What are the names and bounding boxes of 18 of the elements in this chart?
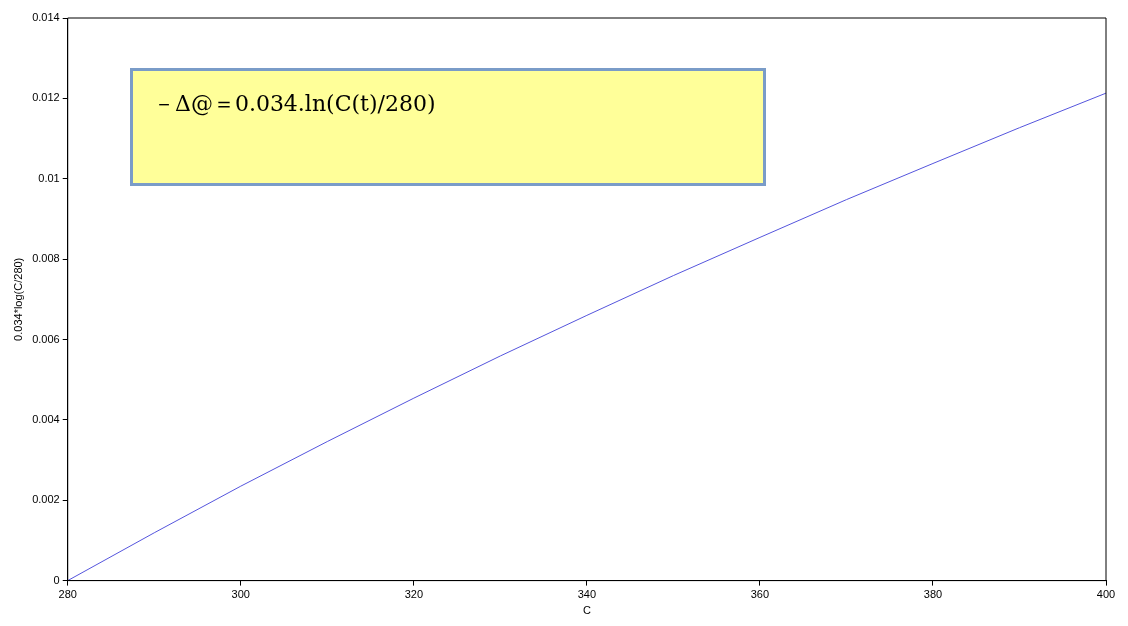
x-tick-label: 400 (1096, 588, 1116, 601)
y-tick-label: 0 (53, 573, 60, 586)
note-box: －Δ@＝0.034.ln(C(t)/280) (130, 68, 766, 186)
x-axis-title: C (582, 604, 591, 617)
y-tick-label: 0.008 (32, 252, 60, 265)
x-tick-label: 280 (58, 588, 77, 601)
y-axis-title: 0.034*log(C/280) (11, 257, 24, 341)
x-tick-label: 380 (923, 588, 943, 601)
x-tick-label: 340 (577, 588, 597, 601)
y-tick-label: 0.012 (32, 91, 60, 104)
y-tick-label: 0.014 (32, 11, 60, 24)
x-tick-label: 360 (750, 588, 770, 601)
y-tick-label: 0.002 (32, 493, 60, 506)
y-tick-label: 0.01 (38, 171, 60, 184)
y-tick-label: 0.006 (32, 332, 60, 345)
y-tick-label: 0.004 (32, 412, 60, 425)
x-tick-label: 300 (231, 588, 250, 601)
x-tick-label: 320 (404, 588, 423, 601)
